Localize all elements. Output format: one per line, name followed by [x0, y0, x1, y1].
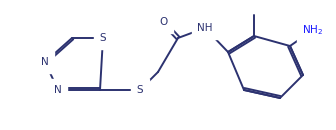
Text: S: S	[137, 85, 143, 95]
Text: N: N	[41, 57, 49, 67]
Text: NH$_2$: NH$_2$	[302, 23, 324, 37]
Text: S: S	[100, 33, 106, 43]
Text: N: N	[54, 85, 62, 95]
Text: O: O	[159, 17, 167, 27]
Text: NH: NH	[197, 23, 213, 33]
